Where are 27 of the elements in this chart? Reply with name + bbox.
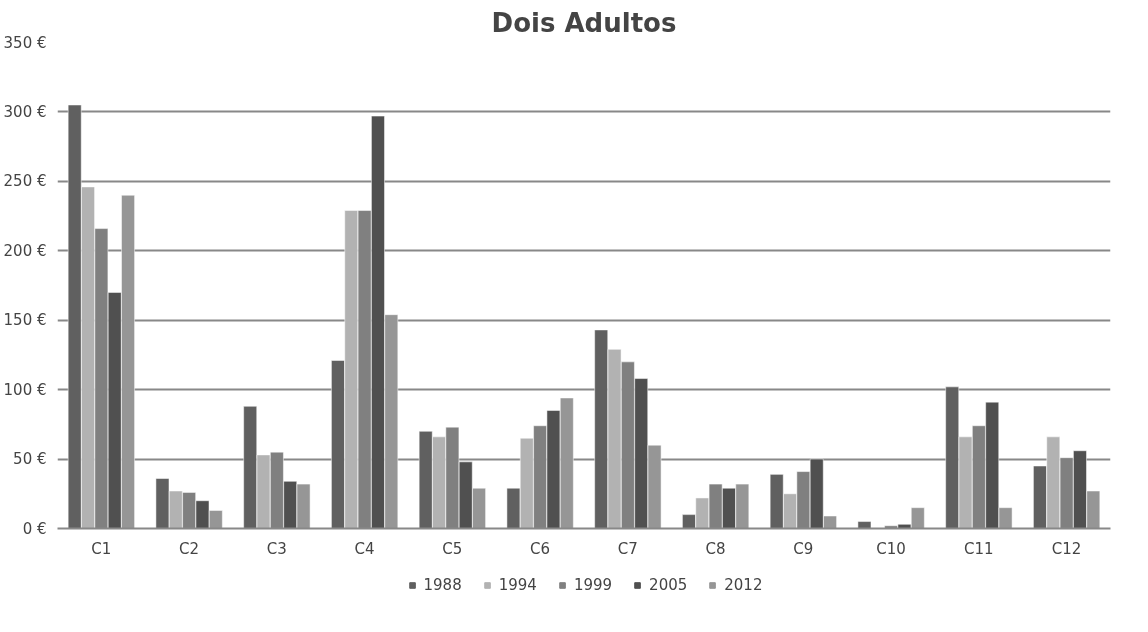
x-tick-label: C9 bbox=[793, 539, 814, 558]
bar bbox=[857, 521, 872, 529]
x-tick-label: C10 bbox=[876, 539, 906, 558]
x-tick-label: C12 bbox=[1051, 539, 1082, 558]
legend-label: 1988 bbox=[423, 576, 462, 594]
y-tick-label: 50 € bbox=[13, 450, 47, 469]
x-tick-label: C8 bbox=[705, 539, 726, 558]
y-tick-label: 200 € bbox=[3, 241, 47, 260]
x-tick-label: C6 bbox=[530, 539, 551, 558]
y-tick-label: 250 € bbox=[3, 172, 47, 191]
y-tick-label: 0 € bbox=[22, 519, 47, 538]
x-tick-label: C1 bbox=[91, 539, 112, 558]
x-tick-label: C5 bbox=[442, 539, 463, 558]
y-tick-label: 350 € bbox=[3, 33, 47, 52]
x-tick-label: C3 bbox=[266, 539, 287, 558]
x-tick-label: C4 bbox=[354, 539, 375, 558]
y-tick-label: 300 € bbox=[3, 102, 47, 121]
x-tick-label: C11 bbox=[964, 539, 994, 558]
y-tick-label: 150 € bbox=[3, 311, 47, 330]
y-tick-label: 100 € bbox=[3, 380, 47, 399]
legend-label: 2005 bbox=[649, 576, 688, 594]
x-tick-label: C2 bbox=[179, 539, 200, 558]
legend-label: 1994 bbox=[498, 576, 537, 594]
legend-label: 2012 bbox=[724, 576, 763, 594]
chart-title: Dois Adultos bbox=[491, 7, 677, 38]
x-tick-label: C7 bbox=[617, 539, 638, 558]
legend-label: 1999 bbox=[573, 576, 613, 594]
